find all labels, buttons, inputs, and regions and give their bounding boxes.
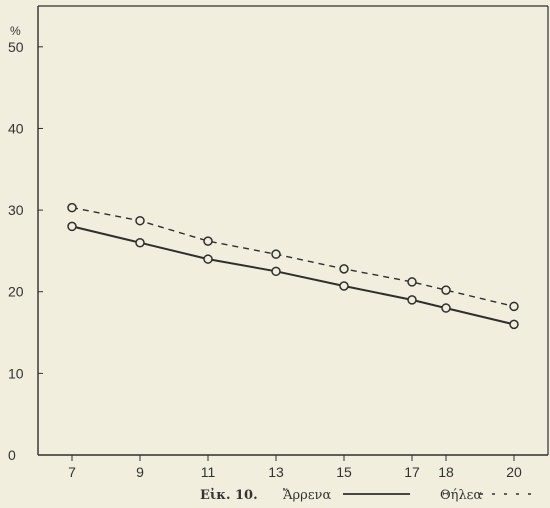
plot-frame	[37, 5, 549, 456]
legend-male-label: Ἄρρενα	[283, 488, 331, 503]
y-axis: 0 10 20 30 40 50	[8, 39, 43, 463]
male-data-point	[339, 281, 349, 291]
male-data-point	[441, 303, 451, 313]
male-data-point	[407, 295, 417, 305]
x-tick-label: 20	[506, 464, 522, 480]
male-data-point	[271, 266, 281, 277]
female-data-point	[271, 249, 281, 259]
male-data-point	[203, 254, 213, 264]
male-series-line	[71, 225, 515, 326]
female-data-point	[339, 264, 349, 274]
x-tick-label: 15	[336, 464, 352, 480]
y-unit-label: %	[10, 24, 21, 38]
female-series-line	[71, 206, 515, 308]
legend-female-label: Θήλεα	[440, 488, 482, 503]
y-tick-label: 10	[8, 365, 24, 381]
y-tick-label: 50	[8, 39, 24, 55]
male-data-point	[67, 221, 77, 232]
male-data-point	[509, 319, 519, 330]
female-data-point	[407, 277, 417, 287]
y-tick-label: 40	[8, 120, 24, 136]
female-data-point	[441, 285, 451, 295]
x-tick-label: 13	[268, 464, 284, 480]
x-tick-label: 18	[438, 464, 454, 480]
female-data-point	[203, 236, 213, 246]
female-data-point	[135, 215, 145, 226]
x-tick-label: 11	[201, 464, 216, 480]
figure-label: Εἰκ. 10.	[200, 487, 258, 503]
x-axis: 7 9 11 13 15 17 18 20	[68, 455, 522, 480]
y-tick-label: 20	[8, 284, 24, 300]
female-data-point	[509, 301, 519, 312]
male-data-point	[135, 237, 145, 248]
x-tick-label: 9	[136, 464, 144, 480]
x-tick-label: 17	[404, 464, 420, 480]
y-tick-label: 30	[8, 202, 24, 218]
y-tick-label: 0	[8, 447, 16, 463]
figure-caption: Εἰκ. 10. Ἄρρενα Θήλεα	[200, 487, 540, 503]
x-tick-label: 7	[68, 464, 76, 480]
series-group	[67, 202, 519, 330]
female-data-point	[67, 202, 77, 213]
